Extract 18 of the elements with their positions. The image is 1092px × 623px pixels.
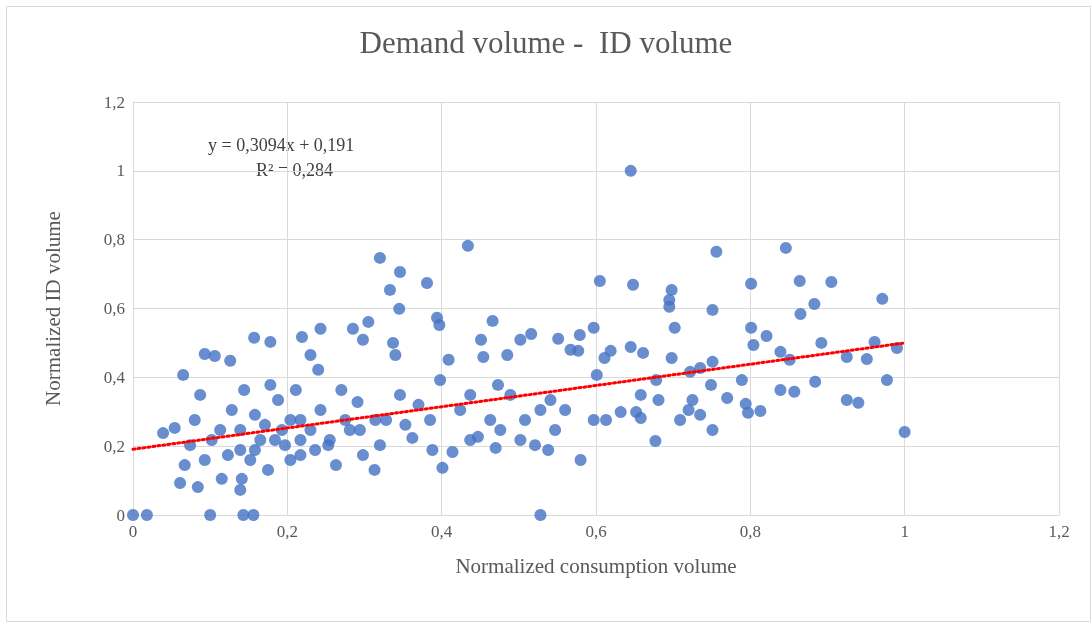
x-tick-label: 0 xyxy=(128,522,138,541)
y-tick-label: 0 xyxy=(116,505,125,525)
x-axis-title: Normalized consumption volume xyxy=(455,553,737,578)
y-tick-label: 1,2 xyxy=(103,92,125,112)
y-tick-label: 0,6 xyxy=(103,299,125,318)
x-tick-label: 0,6 xyxy=(585,522,607,541)
y-tick-label: 0,8 xyxy=(103,230,125,250)
annotation: y = 0,3094x + 0,191 xyxy=(208,135,355,155)
x-tick-label: 0,8 xyxy=(739,522,761,541)
y-axis-title: Normalized ID volume xyxy=(40,211,65,406)
x-tick-label: 1,2 xyxy=(1048,522,1070,541)
y-tick-label: 1 xyxy=(116,161,125,181)
x-tick-label: 0,4 xyxy=(431,522,453,541)
chart-title: Demand volume - ID volume xyxy=(359,25,733,60)
x-tick-label: 0,2 xyxy=(276,522,298,541)
x-tick-label: 1 xyxy=(900,522,909,541)
y-tick-label: 0,2 xyxy=(103,436,125,456)
y-tick-label: 0,4 xyxy=(103,367,126,387)
